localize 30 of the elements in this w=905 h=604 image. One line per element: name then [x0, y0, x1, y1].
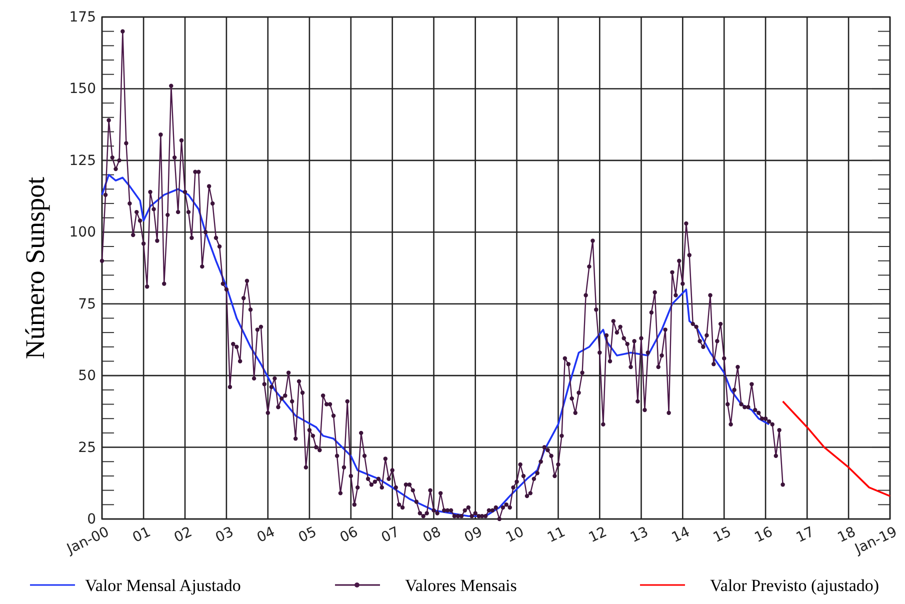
legend-label: Valor Previsto (ajustado)	[710, 576, 880, 595]
x-tick-label: 11	[544, 524, 568, 546]
x-tick-label: 06	[338, 524, 361, 546]
x-tick-label: 05	[296, 524, 320, 546]
legend-label: Valores Mensais	[405, 576, 517, 595]
x-tick-label: 03	[213, 524, 236, 546]
x-tick-label: 07	[379, 524, 402, 546]
y-tick-label: 0	[87, 511, 96, 528]
y-tick-label: 125	[69, 152, 96, 169]
y-tick-label: 25	[78, 440, 96, 456]
y-axis-title: Número Sunspot	[20, 176, 50, 360]
x-tick-label: 10	[504, 524, 526, 546]
x-tick-label: 02	[172, 524, 195, 546]
x-tick-label: 12	[586, 524, 610, 546]
x-tick-label: 01	[130, 524, 154, 546]
line-series	[782, 400, 891, 497]
legend-label: Valor Mensal Ajustado	[85, 576, 241, 595]
x-tick-label: 15	[710, 524, 734, 546]
x-tick-label: 14	[669, 524, 692, 546]
x-tick-label: 09	[462, 524, 486, 546]
y-tick-label: 50	[78, 368, 96, 384]
x-tick-label: 04	[254, 524, 278, 546]
x-tick-label: 08	[420, 524, 444, 546]
x-tick-label: 13	[628, 524, 651, 546]
x-tick-label: 17	[794, 524, 817, 546]
y-tick-label: 100	[69, 224, 96, 241]
y-tick-label: 75	[78, 296, 96, 312]
y-tick-label: 150	[69, 81, 96, 98]
x-tick-label: 16	[752, 524, 776, 546]
y-tick-label: 175	[69, 9, 96, 26]
